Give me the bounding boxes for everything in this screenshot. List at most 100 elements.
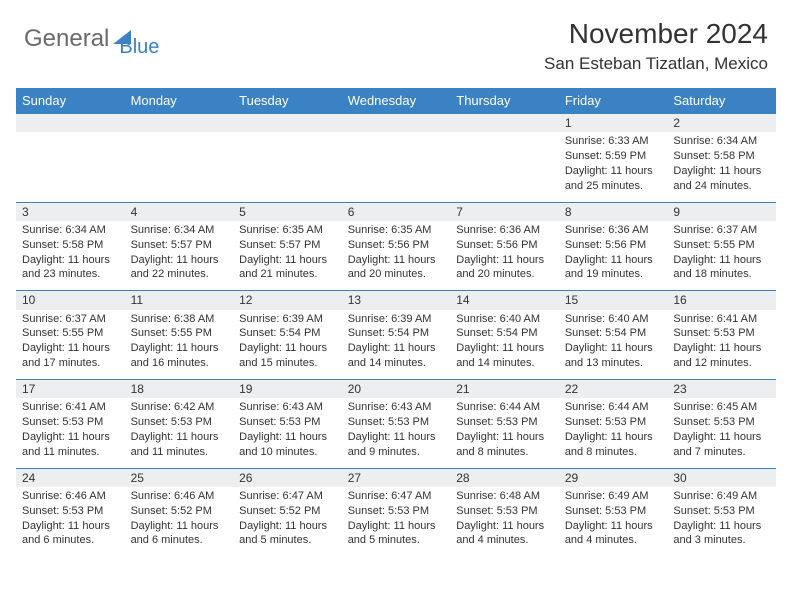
sunrise-text: Sunrise: 6:44 AM — [565, 400, 662, 415]
day-number-cell: 21 — [450, 380, 559, 399]
sunrise-text: Sunrise: 6:49 AM — [673, 489, 770, 504]
day-content-cell — [233, 132, 342, 202]
sunrise-text: Sunrise: 6:40 AM — [565, 312, 662, 327]
sunrise-text: Sunrise: 6:34 AM — [22, 223, 119, 238]
sunrise-text: Sunrise: 6:38 AM — [131, 312, 228, 327]
weekday-header: Wednesday — [342, 88, 451, 114]
title-block: November 2024 San Esteban Tizatlan, Mexi… — [544, 18, 768, 74]
sunset-text: Sunset: 5:52 PM — [131, 504, 228, 519]
sunset-text: Sunset: 5:53 PM — [456, 415, 553, 430]
day-content-cell: Sunrise: 6:39 AMSunset: 5:54 PMDaylight:… — [342, 310, 451, 380]
sunset-text: Sunset: 5:56 PM — [348, 238, 445, 253]
day-content-cell: Sunrise: 6:34 AMSunset: 5:58 PMDaylight:… — [16, 221, 125, 291]
sunset-text: Sunset: 5:53 PM — [673, 504, 770, 519]
daylight-text: Daylight: 11 hours and 3 minutes. — [673, 519, 770, 549]
day-number-cell: 10 — [16, 291, 125, 310]
sunrise-text: Sunrise: 6:43 AM — [348, 400, 445, 415]
sunrise-text: Sunrise: 6:42 AM — [131, 400, 228, 415]
day-number-cell: 8 — [559, 202, 668, 221]
logo-text-2: Blue — [119, 36, 159, 59]
day-number-row: 3456789 — [16, 202, 776, 221]
weekday-header: Tuesday — [233, 88, 342, 114]
sunset-text: Sunset: 5:53 PM — [565, 415, 662, 430]
logo-text-1: General — [24, 25, 109, 53]
day-number-cell — [233, 114, 342, 133]
day-content-row: Sunrise: 6:33 AMSunset: 5:59 PMDaylight:… — [16, 132, 776, 202]
daylight-text: Daylight: 11 hours and 8 minutes. — [456, 430, 553, 460]
day-number-cell — [16, 114, 125, 133]
daylight-text: Daylight: 11 hours and 11 minutes. — [131, 430, 228, 460]
sunset-text: Sunset: 5:55 PM — [131, 326, 228, 341]
day-number-cell: 6 — [342, 202, 451, 221]
day-content-cell: Sunrise: 6:41 AMSunset: 5:53 PMDaylight:… — [16, 398, 125, 468]
day-number-cell: 5 — [233, 202, 342, 221]
sunrise-text: Sunrise: 6:35 AM — [348, 223, 445, 238]
day-content-cell: Sunrise: 6:42 AMSunset: 5:53 PMDaylight:… — [125, 398, 234, 468]
day-number-cell: 19 — [233, 380, 342, 399]
daylight-text: Daylight: 11 hours and 4 minutes. — [565, 519, 662, 549]
sunrise-text: Sunrise: 6:36 AM — [565, 223, 662, 238]
day-number-cell: 17 — [16, 380, 125, 399]
sunset-text: Sunset: 5:59 PM — [565, 149, 662, 164]
sunset-text: Sunset: 5:53 PM — [673, 415, 770, 430]
sunset-text: Sunset: 5:52 PM — [239, 504, 336, 519]
day-content-cell: Sunrise: 6:34 AMSunset: 5:58 PMDaylight:… — [667, 132, 776, 202]
day-content-cell: Sunrise: 6:44 AMSunset: 5:53 PMDaylight:… — [559, 398, 668, 468]
sunrise-text: Sunrise: 6:45 AM — [673, 400, 770, 415]
day-number-cell: 11 — [125, 291, 234, 310]
sunset-text: Sunset: 5:53 PM — [673, 326, 770, 341]
day-content-cell: Sunrise: 6:44 AMSunset: 5:53 PMDaylight:… — [450, 398, 559, 468]
sunset-text: Sunset: 5:53 PM — [239, 415, 336, 430]
day-number-cell — [450, 114, 559, 133]
day-number-cell: 13 — [342, 291, 451, 310]
sunrise-text: Sunrise: 6:40 AM — [456, 312, 553, 327]
sunrise-text: Sunrise: 6:37 AM — [673, 223, 770, 238]
month-title: November 2024 — [544, 18, 768, 50]
day-number-cell: 15 — [559, 291, 668, 310]
day-number-cell: 30 — [667, 468, 776, 487]
sunset-text: Sunset: 5:54 PM — [239, 326, 336, 341]
day-number-cell: 16 — [667, 291, 776, 310]
sunset-text: Sunset: 5:54 PM — [456, 326, 553, 341]
day-content-cell: Sunrise: 6:36 AMSunset: 5:56 PMDaylight:… — [559, 221, 668, 291]
day-content-cell: Sunrise: 6:43 AMSunset: 5:53 PMDaylight:… — [233, 398, 342, 468]
logo: General Blue — [24, 18, 159, 59]
day-number-cell: 26 — [233, 468, 342, 487]
sunset-text: Sunset: 5:53 PM — [22, 504, 119, 519]
daylight-text: Daylight: 11 hours and 20 minutes. — [456, 253, 553, 283]
weekday-header: Monday — [125, 88, 234, 114]
day-content-cell — [342, 132, 451, 202]
day-number-cell: 3 — [16, 202, 125, 221]
sunrise-text: Sunrise: 6:44 AM — [456, 400, 553, 415]
day-content-cell — [125, 132, 234, 202]
daylight-text: Daylight: 11 hours and 6 minutes. — [22, 519, 119, 549]
day-number-cell: 20 — [342, 380, 451, 399]
header: General Blue November 2024 San Esteban T… — [0, 0, 792, 80]
daylight-text: Daylight: 11 hours and 5 minutes. — [239, 519, 336, 549]
sunset-text: Sunset: 5:58 PM — [22, 238, 119, 253]
sunrise-text: Sunrise: 6:36 AM — [456, 223, 553, 238]
daylight-text: Daylight: 11 hours and 6 minutes. — [131, 519, 228, 549]
day-content-cell: Sunrise: 6:41 AMSunset: 5:53 PMDaylight:… — [667, 310, 776, 380]
daylight-text: Daylight: 11 hours and 12 minutes. — [673, 341, 770, 371]
location: San Esteban Tizatlan, Mexico — [544, 54, 768, 74]
sunrise-text: Sunrise: 6:47 AM — [239, 489, 336, 504]
sunset-text: Sunset: 5:56 PM — [565, 238, 662, 253]
daylight-text: Daylight: 11 hours and 4 minutes. — [456, 519, 553, 549]
weekday-header: Saturday — [667, 88, 776, 114]
day-content-cell: Sunrise: 6:40 AMSunset: 5:54 PMDaylight:… — [559, 310, 668, 380]
daylight-text: Daylight: 11 hours and 7 minutes. — [673, 430, 770, 460]
weekday-header: Thursday — [450, 88, 559, 114]
day-content-row: Sunrise: 6:37 AMSunset: 5:55 PMDaylight:… — [16, 310, 776, 380]
sunset-text: Sunset: 5:53 PM — [348, 504, 445, 519]
day-content-cell: Sunrise: 6:39 AMSunset: 5:54 PMDaylight:… — [233, 310, 342, 380]
sunset-text: Sunset: 5:55 PM — [673, 238, 770, 253]
day-content-cell: Sunrise: 6:45 AMSunset: 5:53 PMDaylight:… — [667, 398, 776, 468]
day-number-cell — [342, 114, 451, 133]
day-number-cell: 9 — [667, 202, 776, 221]
sunset-text: Sunset: 5:53 PM — [348, 415, 445, 430]
day-number-row: 12 — [16, 114, 776, 133]
sunset-text: Sunset: 5:53 PM — [22, 415, 119, 430]
sunset-text: Sunset: 5:54 PM — [565, 326, 662, 341]
daylight-text: Daylight: 11 hours and 11 minutes. — [22, 430, 119, 460]
